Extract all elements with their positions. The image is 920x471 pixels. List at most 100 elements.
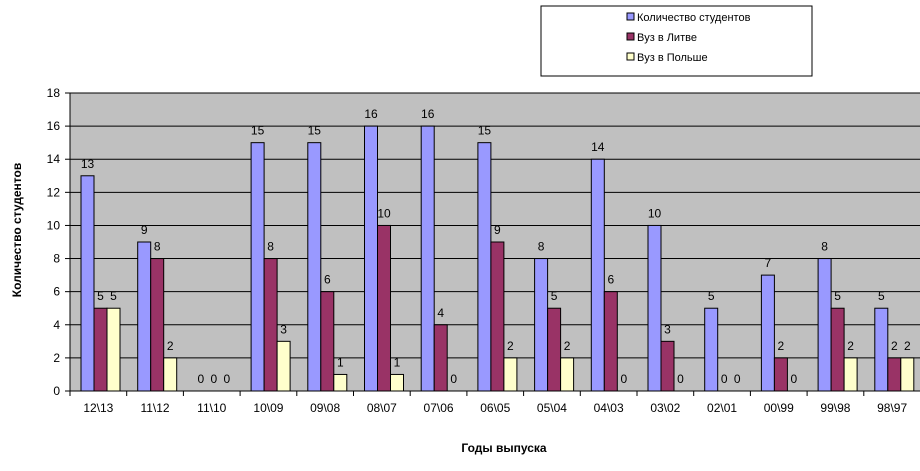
bars (80, 125, 915, 392)
x-tick-label: 08\07 (367, 401, 397, 415)
data-label: 7 (765, 256, 772, 270)
bar (830, 307, 845, 392)
bar (704, 307, 719, 392)
bar (547, 307, 562, 392)
x-tick-label: 09\08 (310, 401, 340, 415)
bar (477, 142, 492, 392)
data-label: 13 (81, 157, 95, 171)
legend-box (540, 5, 813, 77)
bar (887, 357, 902, 392)
data-label: 5 (878, 289, 885, 303)
bar (364, 125, 378, 392)
x-tick-label: 04\03 (594, 401, 624, 415)
data-label: 8 (538, 240, 545, 254)
bar (874, 307, 889, 392)
data-label: 5 (97, 289, 104, 303)
data-label: 14 (591, 140, 605, 154)
bar (817, 258, 832, 392)
data-label: 2 (167, 339, 174, 353)
bar (163, 357, 178, 392)
data-label: 4 (437, 306, 444, 320)
y-tick-labels: 0 2 4 6 8 10 12 14 16 18 (47, 86, 61, 398)
legend-entry: Количество студентов (637, 12, 751, 24)
x-tick-label: 02\01 (707, 401, 737, 415)
data-label: 0 (721, 372, 728, 386)
legend-swatch (626, 32, 635, 41)
bar (420, 125, 435, 392)
bar (760, 274, 775, 392)
data-label: 15 (251, 124, 265, 138)
data-label: 2 (847, 339, 854, 353)
data-label: 2 (778, 339, 785, 353)
data-label: 2 (904, 339, 911, 353)
data-label: 0 (734, 372, 741, 386)
bar (307, 142, 322, 392)
data-label: 10 (377, 206, 391, 220)
data-label: 3 (280, 322, 287, 336)
x-tick-label: 05\04 (537, 401, 567, 415)
y-tick-label: 6 (53, 285, 60, 299)
data-label: 9 (141, 223, 148, 237)
bar (900, 357, 915, 392)
data-label: 8 (267, 240, 274, 254)
axes (65, 92, 920, 396)
legend-entry: Вуз в Польше (637, 52, 708, 64)
bar (276, 340, 291, 392)
x-tick-label: 11\12 (140, 401, 169, 415)
data-label: 0 (198, 372, 205, 386)
bar (534, 258, 549, 392)
bar (843, 357, 858, 392)
bar (660, 340, 675, 392)
y-tick-label: 10 (47, 218, 61, 232)
data-label: 0 (211, 372, 218, 386)
data-label: 3 (664, 322, 671, 336)
legend-swatch (626, 52, 635, 61)
y-tick-label: 14 (47, 152, 61, 166)
bar (250, 142, 265, 392)
data-label: 0 (791, 372, 798, 386)
x-tick-label: 07\06 (424, 401, 454, 415)
y-tick-label: 12 (47, 185, 61, 199)
y-tick-label: 8 (53, 252, 60, 266)
bar (433, 324, 448, 392)
data-label: 16 (364, 107, 378, 121)
data-label: 0 (224, 372, 231, 386)
x-tick-label: 98\97 (877, 401, 907, 415)
data-label: 0 (450, 372, 457, 386)
x-tick-label: 03\02 (650, 401, 680, 415)
data-label: 5 (551, 289, 558, 303)
bar (377, 224, 391, 392)
data-label: 1 (337, 355, 344, 369)
data-label: 5 (110, 289, 117, 303)
data-label: 2 (564, 339, 571, 353)
legend-entry: Вуз в Литве (637, 32, 697, 44)
data-label: 16 (421, 107, 435, 121)
bar (390, 373, 404, 392)
bar (560, 357, 575, 392)
y-tick-label: 16 (47, 119, 61, 133)
y-tick-label: 18 (47, 86, 61, 100)
data-label: 5 (708, 289, 715, 303)
x-tick-label: 06\05 (480, 401, 510, 415)
data-label: 1 (394, 355, 401, 369)
bar (93, 307, 108, 392)
data-label: 9 (494, 223, 501, 237)
y-tick-label: 0 (53, 384, 60, 398)
y-tick-label: 4 (53, 318, 60, 332)
bar (137, 241, 152, 392)
bar (603, 291, 618, 392)
x-axis-title: Годы выпуска (461, 441, 547, 455)
legend: Количество студентов Вуз в Литве Вуз в Пол… (540, 5, 813, 77)
bar (263, 258, 278, 392)
bar (106, 307, 121, 392)
bar (590, 158, 605, 392)
bar (503, 357, 518, 392)
bar (490, 241, 505, 392)
data-label: 5 (834, 289, 841, 303)
data-label: 0 (677, 372, 684, 386)
data-label: 15 (308, 124, 322, 138)
bar (773, 357, 788, 392)
bar (647, 224, 662, 392)
x-tick-label: 10\09 (253, 401, 283, 415)
